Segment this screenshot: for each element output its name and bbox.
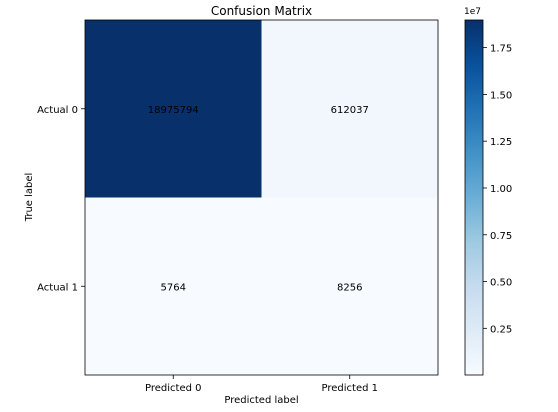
heatmap-cell-r0-c1 [261, 20, 438, 198]
plot-frame [84, 19, 439, 376]
colorbar-tick-label: 1.50 [490, 90, 512, 101]
x-axis-label: Predicted label [224, 395, 298, 406]
colorbar-frame [464, 19, 484, 376]
colorbar-tick-label: 0.25 [490, 324, 512, 335]
x-tick-label: Predicted 0 [145, 383, 201, 394]
colorbar-tick-label: 0.50 [490, 278, 512, 289]
y-tick-label: Actual 1 [37, 282, 78, 293]
cell-value-label-r1-c1: 8256 [337, 282, 362, 293]
x-axis-ticks: Predicted 0 Predicted 1 [145, 375, 378, 394]
cell-value-label-r0-c1: 612037 [331, 105, 369, 116]
y-tick-label: Actual 0 [37, 105, 78, 116]
colorbar-tick-label: 1.75 [490, 44, 512, 55]
heatmap-cell-r1-c0 [85, 197, 262, 375]
heatmap-cell-labels: 18975794 612037 5764 8256 [148, 105, 369, 294]
x-tick-label: Predicted 1 [322, 383, 378, 394]
heatmap-cell-r0-c0 [85, 20, 262, 198]
colorbar-ticks: 0.25 0.50 0.75 1.00 1.25 1.50 1.75 [483, 44, 512, 335]
heatmap-cell-r1-c1 [261, 197, 438, 375]
colorbar-tick-label: 1.25 [490, 137, 512, 148]
chart-title: Confusion Matrix [211, 4, 312, 18]
cell-value-label-r1-c0: 5764 [161, 282, 186, 293]
colorbar-multiplier: 1e7 [464, 7, 481, 17]
colorbar-tick-label: 1.00 [490, 184, 512, 195]
cell-value-label-r0-c0: 18975794 [148, 105, 199, 116]
colorbar-tick-label: 0.75 [490, 231, 512, 242]
y-axis-ticks: Actual 0 Actual 1 [37, 105, 85, 293]
colorbar-gradient [465, 20, 483, 375]
heatmap-cells [85, 20, 438, 375]
y-axis-label: True label [24, 173, 35, 223]
